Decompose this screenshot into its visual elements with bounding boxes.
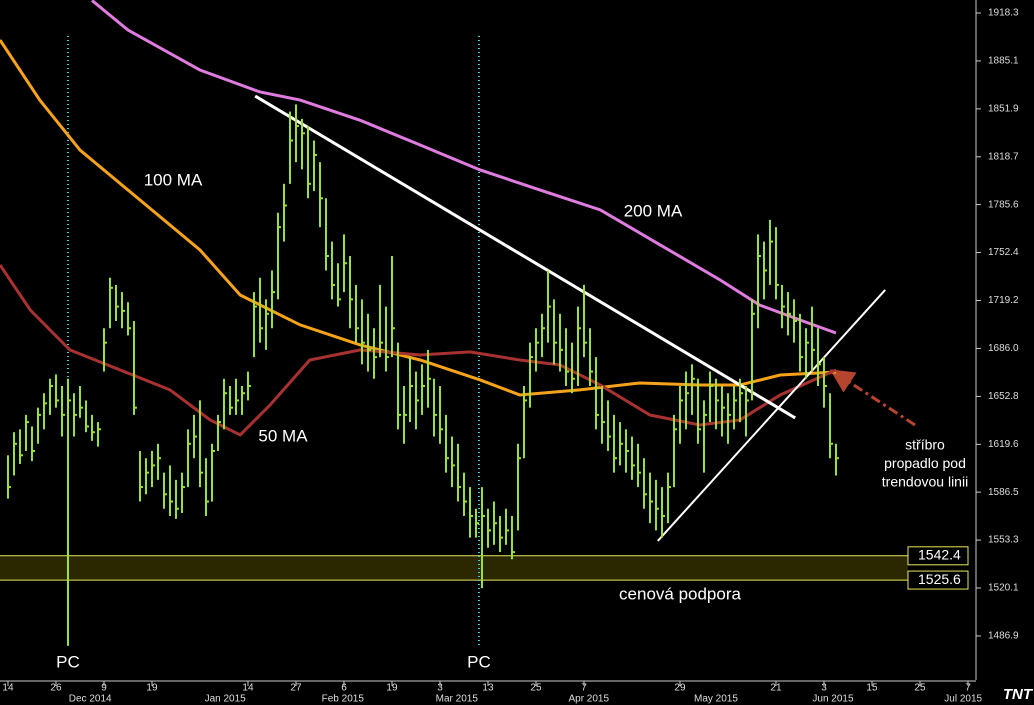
ma-label: 100 MA bbox=[144, 170, 203, 189]
x-tick-label: 26 bbox=[50, 683, 62, 694]
y-tick-label: 1752.4 bbox=[988, 247, 1019, 258]
support-text: cenová podpora bbox=[619, 584, 741, 603]
x-tick-label: 13 bbox=[482, 683, 494, 694]
x-tick-label: 19 bbox=[386, 683, 398, 694]
x-tick-label: 9 bbox=[101, 683, 107, 694]
support-zone bbox=[0, 555, 908, 581]
pc-label: PC bbox=[56, 652, 80, 671]
x-tick-label: 3 bbox=[437, 683, 443, 694]
y-tick-label: 1553.3 bbox=[988, 535, 1019, 546]
y-tick-label: 1719.2 bbox=[988, 295, 1019, 306]
note: trendovou linii bbox=[882, 474, 968, 490]
moving-average bbox=[0, 39, 837, 397]
support-label: 1542.4 bbox=[918, 547, 961, 563]
y-tick-label: 1486.9 bbox=[988, 631, 1019, 642]
month-label: Apr 2015 bbox=[568, 694, 609, 705]
y-tick-label: 1619.6 bbox=[988, 439, 1019, 450]
trend-line bbox=[254, 94, 796, 420]
y-axis-panel bbox=[976, 0, 1034, 705]
x-tick-label: 25 bbox=[530, 683, 542, 694]
ma-label: 200 MA bbox=[624, 201, 683, 220]
x-tick-label: 6 bbox=[341, 683, 347, 694]
x-tick-label: 14 bbox=[242, 683, 254, 694]
x-tick-label: 21 bbox=[770, 683, 782, 694]
month-label: Jun 2015 bbox=[812, 694, 854, 705]
y-tick-label: 1785.6 bbox=[988, 199, 1019, 210]
arrow bbox=[829, 369, 916, 427]
x-tick-label: 29 bbox=[674, 683, 686, 694]
month-label: Dec 2014 bbox=[69, 694, 112, 705]
support-label-box bbox=[907, 546, 969, 566]
moving-average bbox=[0, 264, 837, 437]
x-tick-label: 27 bbox=[290, 683, 302, 694]
x-tick-label: 7 bbox=[581, 683, 587, 694]
trend-line bbox=[657, 289, 886, 542]
x-tick-label: 19 bbox=[146, 683, 158, 694]
x-tick-label: 25 bbox=[914, 683, 926, 694]
y-tick-label: 1918.3 bbox=[988, 8, 1019, 19]
month-label: Mar 2015 bbox=[436, 694, 479, 705]
x-tick-label: 3 bbox=[821, 683, 827, 694]
x-tick-label: 15 bbox=[866, 683, 878, 694]
ma-label: 50 MA bbox=[258, 426, 308, 445]
note: stříbro bbox=[905, 437, 945, 453]
note: propadlo pod bbox=[884, 455, 966, 471]
x-tick-label: 7 bbox=[965, 683, 971, 694]
month-label: Jan 2015 bbox=[205, 694, 247, 705]
month-label: Feb 2015 bbox=[322, 694, 365, 705]
y-tick-label: 1586.5 bbox=[988, 487, 1019, 498]
support-label: 1525.6 bbox=[918, 571, 961, 587]
x-tick-label: 14 bbox=[2, 683, 14, 694]
y-tick-label: 1818.7 bbox=[988, 151, 1019, 162]
month-label: Jul 2015 bbox=[944, 694, 982, 705]
pc-label: PC bbox=[467, 652, 491, 671]
y-tick-label: 1885.1 bbox=[988, 56, 1019, 67]
month-label: May 2015 bbox=[694, 694, 738, 705]
moving-average bbox=[91, 0, 837, 335]
y-tick-label: 1686.0 bbox=[988, 343, 1019, 354]
y-tick-label: 1652.8 bbox=[988, 391, 1019, 402]
y-tick-label: 1520.1 bbox=[988, 583, 1019, 594]
support-label-box bbox=[907, 570, 969, 590]
logo: TNT bbox=[1003, 686, 1034, 703]
y-tick-label: 1851.9 bbox=[988, 104, 1019, 115]
